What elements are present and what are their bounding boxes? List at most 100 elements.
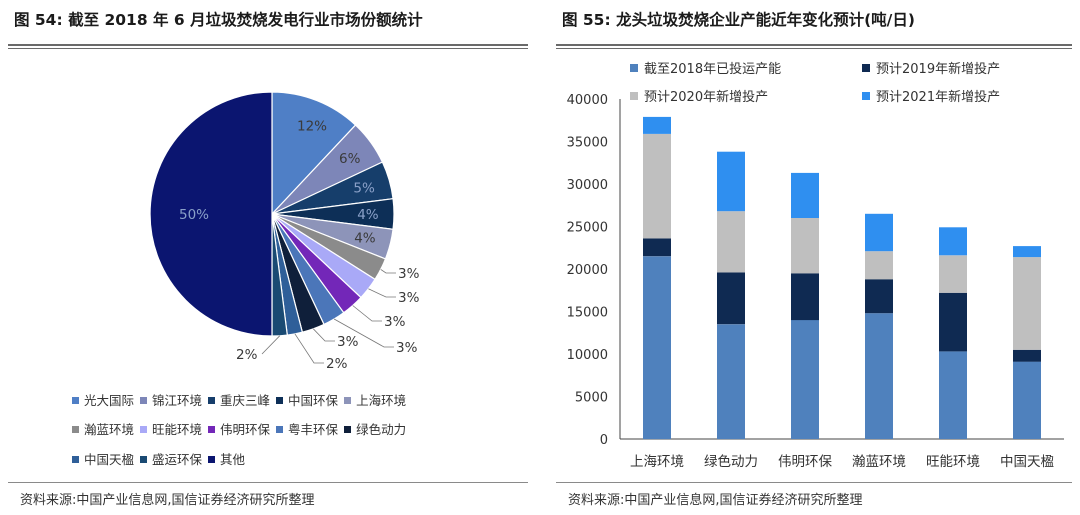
bar-segment-瀚蓝环境-2: [865, 251, 893, 280]
bar-segment-上海环境-1: [643, 238, 671, 257]
figure-title: 龙头垃圾焚烧企业产能近年变化预计(吨/日): [616, 11, 915, 29]
pie-data-label: 3%: [337, 334, 359, 350]
legend-swatch: [862, 92, 870, 100]
bar-segment-中国天楹-1: [1013, 349, 1041, 362]
bar-segment-旺能环境-0: [939, 351, 967, 439]
legend-swatch: [72, 426, 79, 433]
title-divider-thin: [8, 48, 528, 49]
legend-swatch: [208, 456, 216, 463]
pie-legend-row: 中国天楹 盛运环保 其他: [72, 449, 251, 468]
pie-leader-line: [352, 305, 382, 322]
bar-legend-label: 截至2018年已投运产能: [644, 61, 781, 77]
bar-segment-瀚蓝环境-0: [865, 313, 893, 439]
x-tick-label: 旺能环境: [926, 454, 980, 470]
pie-data-label: 12%: [297, 119, 327, 135]
legend-label: 旺能环境: [152, 422, 203, 437]
pie-leader-line: [368, 288, 396, 298]
legend-swatch: [72, 456, 79, 463]
pie-data-label: 3%: [398, 266, 420, 282]
y-tick-label: 30000: [567, 178, 608, 193]
pie-legend-item: 上海环境: [344, 390, 406, 409]
pie-leader-line: [380, 269, 396, 274]
legend-label: 上海环境: [356, 393, 407, 408]
y-tick-label: 15000: [567, 306, 608, 321]
legend-label: 绿色动力: [356, 422, 407, 437]
bar-segment-瀚蓝环境-3: [865, 213, 893, 252]
legend-label: 中国环保: [288, 393, 339, 408]
pie-legend-item: 中国环保: [276, 390, 338, 409]
title-divider-thin: [556, 48, 1072, 49]
source-divider: [8, 482, 528, 483]
pie-data-label: 2%: [236, 347, 258, 363]
pie-leader-line: [294, 333, 324, 364]
pie-data-label: 50%: [179, 207, 209, 223]
bar-segment-中国天楹-3: [1013, 246, 1041, 258]
pie-leader-line: [313, 328, 335, 342]
pie-data-label: 5%: [353, 181, 375, 197]
legend-swatch: [208, 426, 216, 433]
pie-data-label: 3%: [398, 290, 420, 306]
legend-swatch: [276, 426, 284, 433]
bar-chart-panel: 图 55: 龙头垃圾焚烧企业产能近年变化预计(吨/日) 0 5000 10000 15…: [548, 0, 1080, 515]
pie-legend-item: 瀚蓝环境: [72, 419, 134, 438]
bar-segment-绿色动力-2: [717, 211, 745, 273]
legend-label: 其他: [220, 452, 246, 467]
pie-legend-item: 盛运环保: [140, 449, 202, 468]
legend-swatch: [344, 426, 352, 433]
pie-chart-title: 图 54: 截至 2018 年 6 月垃圾焚烧发电行业市场份额统计: [14, 8, 423, 30]
legend-label: 伟明环保: [220, 422, 271, 437]
title-divider: [8, 44, 528, 46]
pie-legend-item: 粤丰环保: [276, 419, 338, 438]
bar-segment-上海环境-0: [643, 256, 671, 440]
pie-data-label: 2%: [326, 356, 348, 372]
bar-segment-上海环境-2: [643, 133, 671, 239]
legend-swatch: [862, 64, 870, 72]
title-divider: [556, 44, 1072, 46]
pie-legend-item: 光大国际: [72, 390, 134, 409]
bar-segment-上海环境-3: [643, 116, 671, 134]
pie-legend-item: 绿色动力: [344, 419, 406, 438]
pie-data-label: 3%: [384, 314, 406, 330]
legend-label: 瀚蓝环境: [84, 422, 135, 437]
pie-legend-item: 中国天楹: [72, 449, 134, 468]
pie-legend-item: 重庆三峰: [208, 390, 270, 409]
bar-segment-旺能环境-3: [939, 227, 967, 256]
pie-legend-row: 瀚蓝环境 旺能环境 伟明环保 粤丰环保 绿色动力: [72, 419, 412, 438]
x-tick-label: 伟明环保: [778, 454, 832, 470]
legend-swatch: [140, 397, 148, 404]
pie-legend-item: 旺能环境: [140, 419, 202, 438]
bar-legend-label: 预计2020年新增投产: [644, 89, 768, 105]
y-tick-label: 40000: [567, 93, 608, 108]
bar-segment-伟明环保-3: [791, 172, 819, 218]
pie-chart: 12% 6% 5% 4% 4% 3% 3% 3% 3% 3% 2% 2% 50%: [149, 91, 420, 372]
y-tick-label: 10000: [567, 348, 608, 363]
x-tick-label: 绿色动力: [704, 453, 758, 470]
bar-segment-绿色动力-3: [717, 151, 745, 212]
legend-label: 光大国际: [84, 393, 135, 408]
bar-segment-旺能环境-2: [939, 255, 967, 293]
pie-slice-光大国际: [271, 91, 357, 216]
pie-legend-item: 锦江环境: [140, 390, 202, 409]
pie-legend-row: 光大国际 锦江环境 重庆三峰 中国环保 上海环境: [72, 390, 412, 409]
pie-data-label: 6%: [339, 151, 361, 167]
legend-swatch: [630, 64, 638, 72]
y-tick-label: 35000: [567, 136, 608, 151]
x-tick-label: 中国天楹: [1000, 453, 1054, 470]
bar-segment-瀚蓝环境-1: [865, 279, 893, 314]
bar-segment-伟明环保-0: [791, 320, 819, 439]
bar-source-note: 资料来源:中国产业信息网,国信证券经济研究所整理: [568, 493, 863, 508]
bar-segment-绿色动力-1: [717, 272, 745, 325]
bar-segment-绿色动力-0: [717, 324, 745, 440]
legend-swatch: [344, 397, 352, 404]
x-tick-label: 瀚蓝环境: [852, 454, 906, 470]
bar-legend-label: 预计2019年新增投产: [876, 61, 1000, 77]
legend-swatch: [72, 397, 79, 404]
figure-label: 图 54:: [14, 11, 63, 29]
legend-label: 粤丰环保: [288, 422, 339, 437]
pie-legend-item: 其他: [208, 449, 245, 468]
pie-leader-line: [333, 318, 394, 348]
legend-swatch: [140, 456, 148, 463]
figure-label: 图 55:: [562, 11, 611, 29]
pie-legend-item: 伟明环保: [208, 419, 270, 438]
pie-slice-其他: [149, 91, 273, 337]
